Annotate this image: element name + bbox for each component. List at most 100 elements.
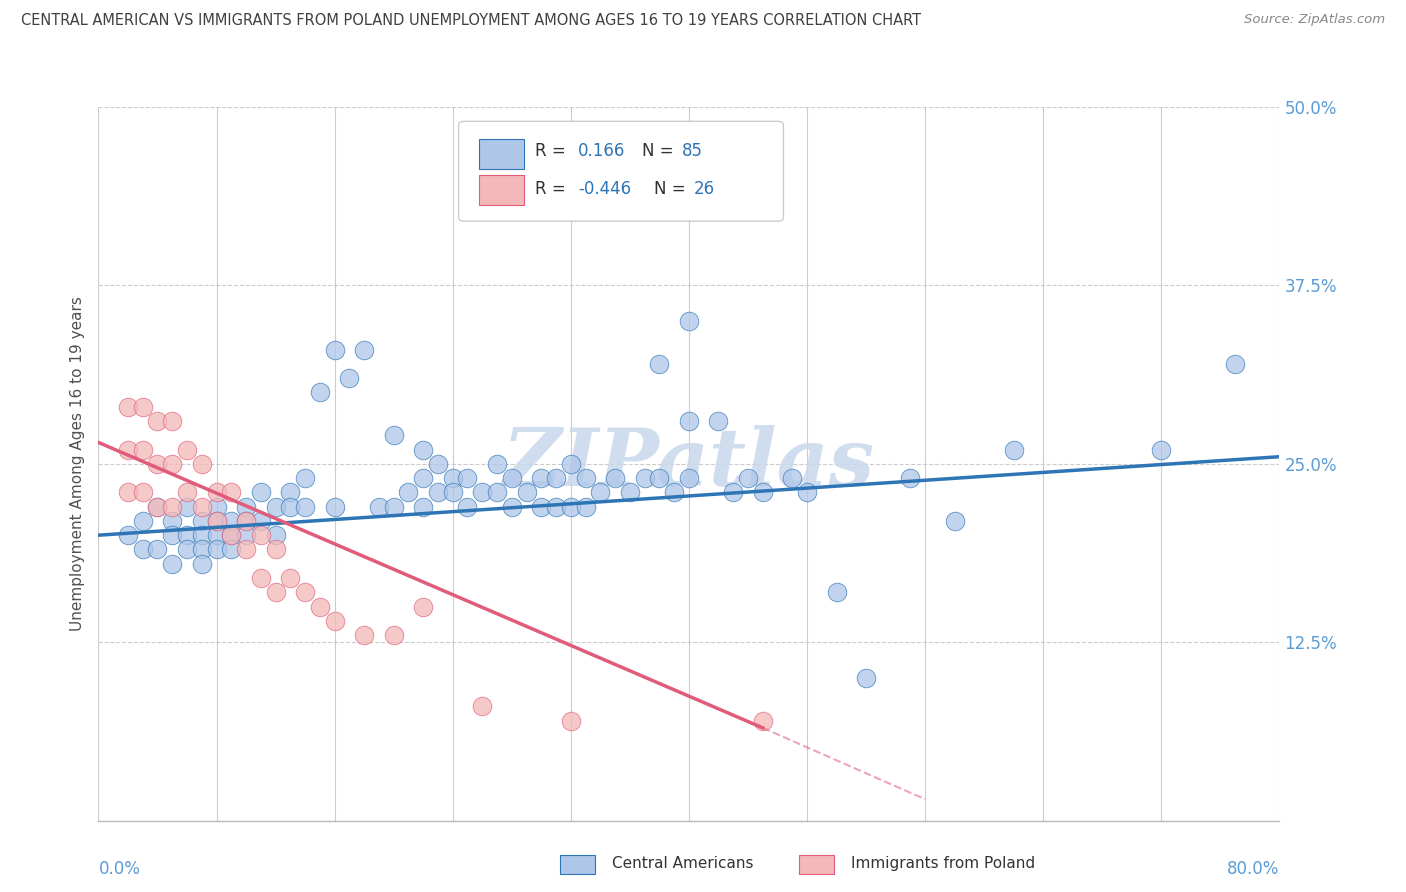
Point <box>191 528 214 542</box>
Point <box>471 699 494 714</box>
Point <box>1150 442 1173 457</box>
Text: 0.0%: 0.0% <box>98 860 141 878</box>
Point <box>353 343 375 357</box>
Point <box>146 414 169 428</box>
Point <box>250 528 273 542</box>
Point <box>235 528 257 542</box>
Text: Source: ZipAtlas.com: Source: ZipAtlas.com <box>1244 13 1385 27</box>
Point <box>605 471 627 485</box>
Point <box>560 500 582 514</box>
Text: R =: R = <box>536 180 571 198</box>
Point <box>441 471 464 485</box>
Point <box>132 542 155 557</box>
Point <box>162 514 183 528</box>
Point <box>589 485 612 500</box>
Point <box>278 500 302 514</box>
Point <box>117 528 139 542</box>
Point <box>162 557 183 571</box>
Point <box>737 471 759 485</box>
Point <box>751 714 773 728</box>
Point <box>1223 357 1246 371</box>
Text: CENTRAL AMERICAN VS IMMIGRANTS FROM POLAND UNEMPLOYMENT AMONG AGES 16 TO 19 YEAR: CENTRAL AMERICAN VS IMMIGRANTS FROM POLA… <box>21 13 921 29</box>
Point <box>486 485 509 500</box>
Point <box>323 500 346 514</box>
Text: N =: N = <box>654 180 690 198</box>
Text: Immigrants from Poland: Immigrants from Poland <box>851 856 1035 871</box>
Point <box>146 542 169 557</box>
Text: ZIPatlas: ZIPatlas <box>503 425 875 502</box>
Text: 80.0%: 80.0% <box>1227 860 1279 878</box>
Point <box>515 485 537 500</box>
Point <box>782 471 804 485</box>
Point <box>117 400 139 414</box>
Point <box>323 614 346 628</box>
Text: R =: R = <box>536 143 571 161</box>
Point <box>219 514 242 528</box>
Point <box>191 514 214 528</box>
Point <box>751 485 773 500</box>
Point <box>456 471 478 485</box>
Point <box>235 542 257 557</box>
Point <box>825 585 848 599</box>
Point <box>132 485 155 500</box>
Point <box>412 442 434 457</box>
Point <box>219 542 242 557</box>
Text: Central Americans: Central Americans <box>612 856 754 871</box>
Point <box>339 371 360 385</box>
Point <box>205 542 228 557</box>
Point <box>412 471 434 485</box>
Point <box>205 514 228 528</box>
Y-axis label: Unemployment Among Ages 16 to 19 years: Unemployment Among Ages 16 to 19 years <box>70 296 86 632</box>
Text: 0.166: 0.166 <box>578 143 626 161</box>
Point <box>943 514 966 528</box>
Point <box>278 485 302 500</box>
Point <box>191 500 214 514</box>
Point <box>250 514 273 528</box>
Point <box>723 485 745 500</box>
Point <box>574 471 596 485</box>
Point <box>176 485 198 500</box>
Point <box>427 457 450 471</box>
Point <box>176 442 198 457</box>
Point <box>382 628 405 642</box>
Point <box>456 500 478 514</box>
Point <box>264 542 287 557</box>
Point <box>235 514 257 528</box>
Point <box>176 542 198 557</box>
Point <box>368 500 391 514</box>
Point <box>191 542 214 557</box>
Point <box>796 485 818 500</box>
Point <box>205 514 228 528</box>
Point <box>574 500 596 514</box>
Point <box>264 528 287 542</box>
Text: 26: 26 <box>693 180 714 198</box>
Point <box>162 457 183 471</box>
Point <box>264 500 287 514</box>
Point <box>501 471 523 485</box>
Point <box>235 500 257 514</box>
Point <box>162 500 183 514</box>
Point <box>382 500 405 514</box>
Point <box>162 414 183 428</box>
FancyBboxPatch shape <box>458 121 783 221</box>
Point <box>412 599 434 614</box>
Point <box>176 528 198 542</box>
Point <box>900 471 922 485</box>
Point <box>396 485 419 500</box>
Point <box>1002 442 1025 457</box>
Point <box>162 528 183 542</box>
Point <box>250 485 273 500</box>
Point <box>855 671 877 685</box>
FancyBboxPatch shape <box>478 139 523 169</box>
Point <box>205 500 228 514</box>
Point <box>250 571 273 585</box>
Point <box>205 485 228 500</box>
Point <box>678 414 700 428</box>
Point <box>501 500 523 514</box>
Point <box>294 500 316 514</box>
Point <box>205 528 228 542</box>
Point <box>546 471 568 485</box>
Point <box>412 500 434 514</box>
Point <box>191 557 214 571</box>
Point <box>132 514 155 528</box>
